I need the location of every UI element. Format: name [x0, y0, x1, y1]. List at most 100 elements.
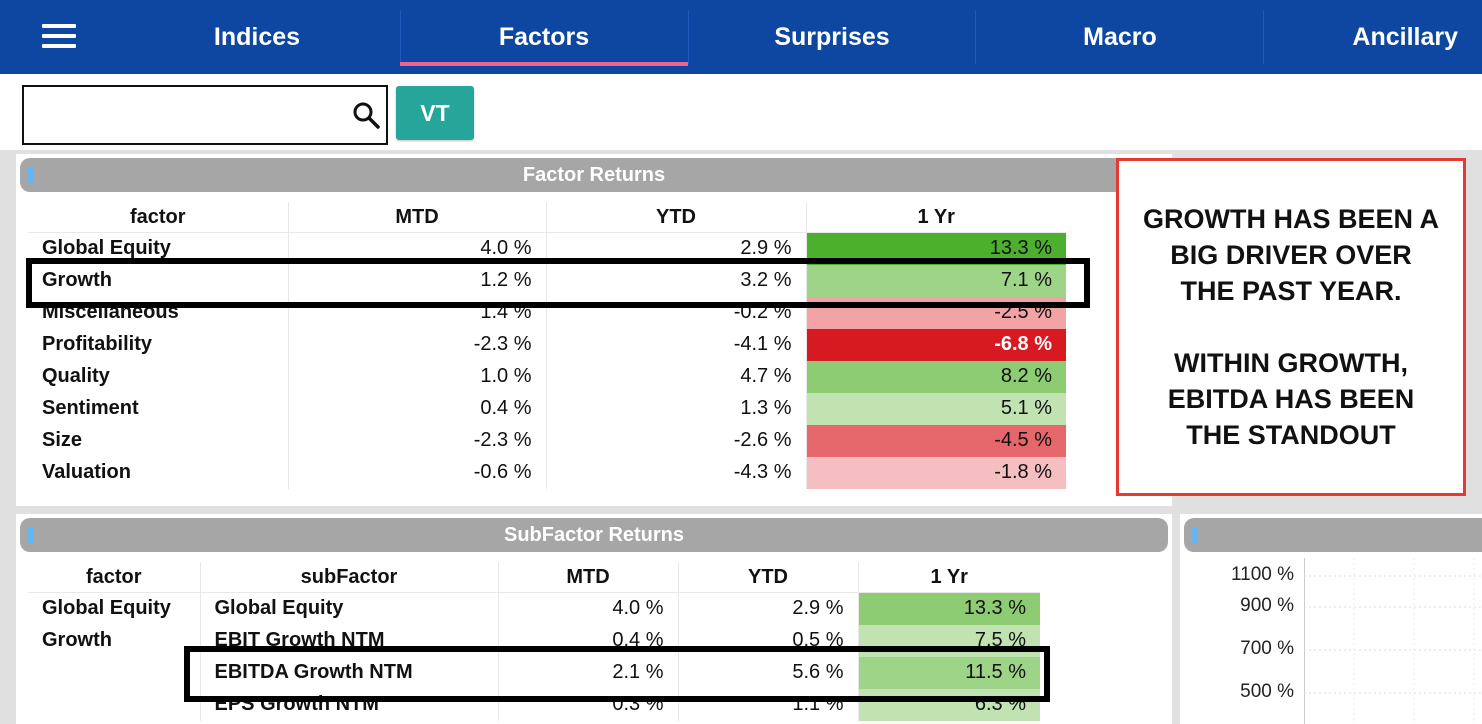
ytd-cell: 1.3 % — [545, 392, 806, 425]
factor-cell: Quality — [42, 365, 110, 387]
table-row[interactable]: EPS Growth NTM 0.3 % 1.1 % 6.3 % — [28, 688, 1040, 721]
tab-ancillary[interactable]: Ancillary — [1352, 22, 1458, 51]
search-input[interactable] — [28, 91, 342, 139]
one-yr-cell: 7.1 % — [805, 264, 1066, 297]
mtd-cell: 1.0 % — [287, 360, 546, 393]
y-tick-label: 500 % — [1240, 681, 1294, 702]
table-row[interactable]: Miscellaneous 1.4 % -0.2 % -2.5 % — [28, 296, 1066, 329]
column-header[interactable]: factor — [28, 202, 288, 233]
factor-cell: Global Equity — [42, 237, 171, 260]
column-header[interactable]: factor — [28, 562, 200, 593]
mtd-cell: -2.3 % — [287, 424, 546, 457]
ytd-cell: -0.2 % — [545, 296, 806, 329]
tab-indices[interactable]: Indices — [213, 22, 301, 51]
annotation-callout: GROWTH HAS BEEN A BIG DRIVER OVER THE PA… — [1116, 158, 1466, 496]
drag-handle-icon[interactable] — [28, 527, 34, 543]
annotation-text: WITHIN GROWTH, — [1174, 348, 1408, 378]
mtd-cell: 1.4 % — [287, 296, 546, 329]
column-header[interactable]: 1 Yr — [805, 202, 1066, 233]
ytd-cell: 5.6 % — [677, 656, 858, 689]
ytd-cell: 4.7 % — [545, 360, 806, 393]
factor-cell: Global Equity — [42, 597, 171, 620]
one-yr-cell: -2.5 % — [805, 296, 1066, 329]
tab-factors[interactable]: Factors — [498, 22, 590, 51]
subfactor-cell: EBITDA Growth NTM — [199, 656, 498, 689]
tab-divider — [975, 10, 976, 64]
top-nav-bar: Indices Factors Surprises Macro Ancillar… — [0, 0, 1482, 74]
annotation-text: BIG DRIVER OVER — [1170, 240, 1412, 270]
chart-gridlines — [1304, 558, 1482, 724]
drag-handle-icon[interactable] — [1192, 527, 1198, 543]
table-row[interactable]: Growth 1.2 % 3.2 % 7.1 % — [28, 264, 1066, 297]
search-box — [22, 85, 388, 145]
subfactor-cell: Global Equity — [199, 592, 498, 625]
column-header[interactable]: YTD — [677, 562, 858, 593]
table-row[interactable]: EBITDA Growth NTM 2.1 % 5.6 % 11.5 % — [28, 656, 1040, 689]
ytd-cell: 0.5 % — [677, 624, 858, 657]
one-yr-cell: 13.3 % — [805, 232, 1066, 265]
factor-returns-table: factor MTD YTD 1 Yr Global Equity 4.0 % 2.… — [28, 202, 1066, 489]
annotation-text: THE PAST YEAR. — [1180, 276, 1402, 306]
vt-button[interactable]: VT — [396, 86, 474, 140]
one-yr-cell: 6.3 % — [857, 688, 1040, 721]
drag-handle-icon[interactable] — [28, 167, 34, 183]
ytd-cell: -2.6 % — [545, 424, 806, 457]
annotation-text: GROWTH HAS BEEN A — [1143, 204, 1439, 234]
ytd-cell: 1.1 % — [677, 688, 858, 721]
ytd-cell: -4.3 % — [545, 456, 806, 489]
ytd-cell: 2.9 % — [545, 232, 806, 265]
annotation-text: THE STANDOUT — [1186, 420, 1396, 450]
one-yr-cell: 7.5 % — [857, 624, 1040, 657]
one-yr-cell: 8.2 % — [805, 360, 1066, 393]
table-row[interactable]: Quality 1.0 % 4.7 % 8.2 % — [28, 360, 1066, 393]
column-header[interactable]: subFactor — [199, 562, 498, 593]
factor-cell: Sentiment — [42, 397, 139, 419]
factor-cell — [28, 657, 200, 689]
column-header[interactable]: 1 Yr — [857, 562, 1040, 593]
ytd-cell: -4.1 % — [545, 328, 806, 361]
table-row[interactable]: Valuation -0.6 % -4.3 % -1.8 % — [28, 456, 1066, 489]
one-yr-cell: 11.5 % — [857, 656, 1040, 689]
active-tab-indicator — [400, 62, 688, 66]
y-tick-label: 1100 % — [1230, 564, 1294, 585]
search-icon[interactable] — [352, 101, 380, 129]
table-row[interactable]: Global Equity 4.0 % 2.9 % 13.3 % — [28, 232, 1066, 265]
factor-returns-panel: Factor Returns factor MTD YTD 1 Yr Globa… — [16, 154, 1172, 506]
table-row[interactable]: Growth EBIT Growth NTM 0.4 % 0.5 % 7.5 % — [28, 624, 1040, 657]
side-chart-header — [1184, 518, 1482, 552]
y-tick-label: 900 % — [1240, 595, 1294, 616]
column-header[interactable]: YTD — [545, 202, 806, 233]
tab-divider — [400, 10, 401, 64]
subfactor-returns-header: SubFactor Returns — [20, 518, 1168, 552]
mtd-cell: 2.1 % — [497, 656, 678, 689]
factor-cell — [28, 689, 200, 721]
tab-divider — [1263, 10, 1264, 64]
annotation-text: EBITDA HAS BEEN — [1167, 384, 1415, 414]
panel-title: Factor Returns — [522, 163, 666, 186]
factor-returns-header: Factor Returns — [20, 158, 1168, 192]
table-row[interactable]: Sentiment 0.4 % 1.3 % 5.1 % — [28, 392, 1066, 425]
factor-cell: Size — [42, 429, 83, 451]
y-tick-label: 700 % — [1240, 638, 1294, 659]
subfactor-returns-panel: SubFactor Returns factor subFactor MTD Y… — [16, 514, 1172, 724]
one-yr-cell: 13.3 % — [857, 592, 1040, 625]
mtd-cell: 0.4 % — [497, 624, 678, 657]
table-row[interactable]: Profitability -2.3 % -4.1 % -6.8 % — [28, 328, 1066, 361]
column-header[interactable]: MTD — [287, 202, 546, 233]
one-yr-cell: -4.5 % — [805, 424, 1066, 457]
mtd-cell: -2.3 % — [287, 328, 546, 361]
ytd-cell: 3.2 % — [545, 264, 806, 297]
column-header[interactable]: MTD — [497, 562, 678, 593]
factor-cell: Growth — [42, 629, 112, 651]
factor-cell: Miscellaneous — [42, 301, 179, 323]
mtd-cell: 4.0 % — [497, 592, 678, 625]
factor-cell: Growth — [42, 269, 112, 291]
tab-surprises[interactable]: Surprises — [774, 22, 890, 51]
subfactor-cell: EPS Growth NTM — [199, 688, 498, 721]
table-row[interactable]: Global Equity Global Equity 4.0 % 2.9 % 13.3… — [28, 592, 1040, 625]
tab-macro[interactable]: Macro — [1083, 22, 1157, 51]
hamburger-menu-icon[interactable] — [42, 24, 76, 48]
mtd-cell: 0.3 % — [497, 688, 678, 721]
table-row[interactable]: Size -2.3 % -2.6 % -4.5 % — [28, 424, 1066, 457]
factor-cell: Valuation — [42, 461, 131, 483]
